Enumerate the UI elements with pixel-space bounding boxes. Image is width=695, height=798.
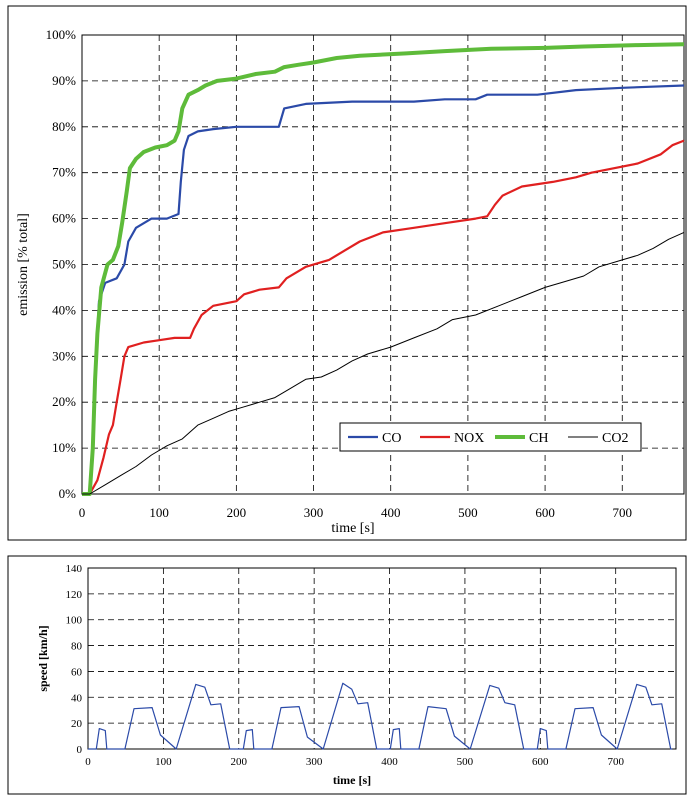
x-tick-label: 500 (458, 505, 478, 520)
emission-chart: 0% 10% 20% 30% 40% 50% 60% 70% 80% 90% 100% 0 100 200… (16, 27, 685, 536)
y-tick-label: 50% (52, 257, 76, 272)
top-chart-frame (7, 5, 687, 541)
x-tick-label: 600 (535, 505, 555, 520)
speed-chart: 0 20 40 60 80 100 120 140 0 100 200 300 400 500 600 700… (36, 563, 677, 787)
y-tick-label: 100 (66, 615, 83, 627)
x-tick-label: 0 (79, 505, 86, 520)
y-tick-label: 80 (71, 641, 83, 653)
x-tick-label: 500 (457, 756, 474, 768)
y-tick-label: 20 (71, 718, 83, 730)
y-tick-label: 20% (52, 394, 76, 409)
legend-label-co: CO (382, 431, 401, 446)
series-line-nox (82, 139, 685, 496)
y-tick-label: 60 (71, 666, 83, 678)
bottom-chart-frame (7, 555, 687, 795)
y-tick-label: 40 (71, 692, 83, 704)
legend-label-nox: NOX (454, 431, 484, 446)
x-tick-label: 700 (613, 505, 633, 520)
y-tick-label: 10% (52, 440, 76, 455)
x-axis-label: time [s] (333, 773, 371, 787)
y-tick-label: 120 (66, 589, 83, 601)
y-axis-label: emission [% total] (16, 213, 31, 316)
series-line-speed (88, 682, 673, 750)
x-tick-label: 400 (381, 756, 398, 768)
y-tick-label: 0 (77, 744, 83, 756)
y-tick-label: 0% (59, 486, 77, 501)
x-tick-label: 300 (304, 505, 324, 520)
x-axis-label: time [s] (331, 521, 374, 536)
x-tick-label: 0 (85, 756, 91, 768)
y-tick-label: 30% (52, 348, 76, 363)
y-axis-label: speed [km/h] (36, 625, 50, 691)
legend-label-ch: CH (529, 431, 548, 446)
x-tick-label: 300 (306, 756, 323, 768)
x-tick-label: 100 (155, 756, 172, 768)
legend-label-co2: CO2 (602, 431, 628, 446)
x-tick-label: 600 (532, 756, 549, 768)
series-line-ch (82, 42, 685, 496)
x-tick-label: 200 (227, 505, 247, 520)
y-tick-label: 40% (52, 302, 76, 317)
y-tick-label: 60% (52, 211, 76, 226)
y-tick-label: 140 (66, 563, 83, 575)
speed-plot-area (87, 567, 677, 750)
x-tick-label: 100 (149, 505, 169, 520)
x-tick-label: 700 (607, 756, 624, 768)
series-line-co2 (82, 231, 685, 495)
x-tick-label: 400 (381, 505, 401, 520)
y-tick-label: 90% (52, 73, 76, 88)
y-tick-label: 70% (52, 165, 76, 180)
x-tick-label: 200 (231, 756, 248, 768)
y-tick-label: 100% (46, 27, 77, 42)
series-line-co (82, 84, 685, 496)
y-tick-label: 80% (52, 119, 76, 134)
